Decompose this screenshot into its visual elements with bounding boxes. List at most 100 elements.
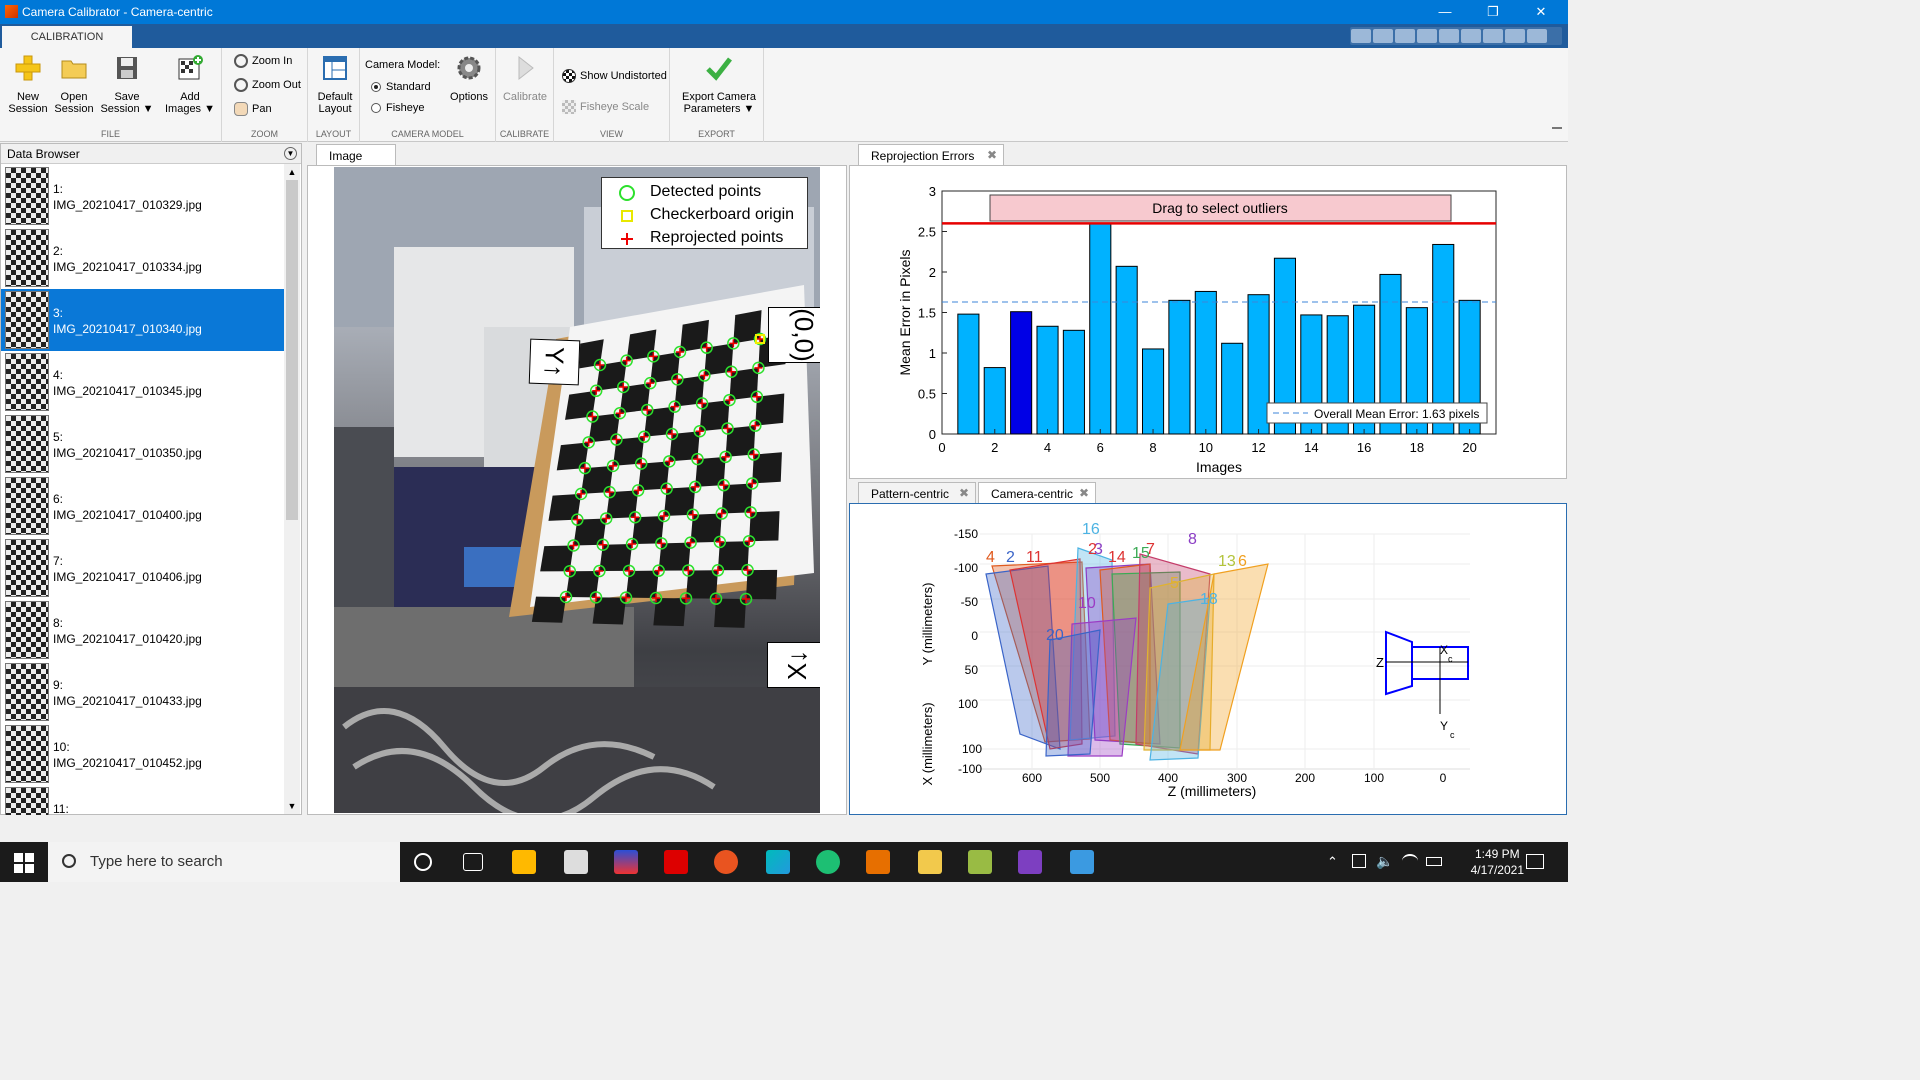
visual-studio-icon[interactable] xyxy=(1018,850,1042,874)
tab-reprojection-errors[interactable]: Reprojection Errors ✖ xyxy=(858,144,1004,166)
default-layout-button[interactable]: Default Layout xyxy=(310,54,360,115)
switch-windows-icon[interactable] xyxy=(1483,29,1503,43)
tab-pattern-centric[interactable]: Pattern-centric ✖ xyxy=(858,482,976,504)
calibrate-button[interactable]: Calibrate xyxy=(500,54,550,103)
notifications-icon[interactable] xyxy=(1526,854,1544,869)
open-session-button[interactable]: Open Session xyxy=(49,54,99,115)
checkerboard-plane[interactable] xyxy=(985,565,1061,750)
list-item[interactable]: 3: IMG_20210417_010340.jpg xyxy=(1,289,285,351)
list-item[interactable]: 4: IMG_20210417_010345.jpg xyxy=(1,351,285,413)
tab-image[interactable]: Image xyxy=(316,144,396,166)
checkerboard-plane[interactable] xyxy=(1067,617,1137,757)
save-session-button[interactable]: Save Session ▼ xyxy=(100,54,154,115)
close-icon[interactable]: ✖ xyxy=(986,148,997,162)
edge-icon[interactable] xyxy=(766,850,790,874)
new-session-button[interactable]: New Session xyxy=(3,54,53,115)
photos-icon[interactable] xyxy=(1070,850,1094,874)
list-item[interactable]: 2: IMG_20210417_010334.jpg xyxy=(1,227,285,289)
fisheye-scale-button[interactable]: Fisheye Scale xyxy=(562,97,649,117)
scroll-up-icon[interactable]: ▲ xyxy=(287,167,297,177)
standard-radio[interactable]: Standard xyxy=(371,77,431,97)
error-bar[interactable] xyxy=(1115,265,1138,435)
collapse-ribbon-icon[interactable] xyxy=(1552,127,1562,135)
acrobat-icon[interactable] xyxy=(664,850,688,874)
redo-icon[interactable] xyxy=(1461,29,1481,43)
tray-chevron-icon[interactable]: ⌃ xyxy=(1327,854,1338,869)
checkerboard-plane[interactable] xyxy=(1149,597,1211,761)
git-icon[interactable] xyxy=(968,850,992,874)
chevron-down-icon[interactable] xyxy=(1527,29,1547,43)
checkerboard-plane[interactable] xyxy=(1085,563,1161,745)
list-item[interactable]: 10: IMG_20210417_010452.jpg xyxy=(1,723,285,785)
store-icon[interactable] xyxy=(512,850,536,874)
error-bar[interactable] xyxy=(983,367,1006,435)
error-bar[interactable] xyxy=(1036,325,1059,435)
list-item[interactable]: 6: IMG_20210417_010400.jpg xyxy=(1,475,285,537)
close-icon[interactable]: ✖ xyxy=(958,486,969,500)
list-item[interactable]: 7: IMG_20210417_010406.jpg xyxy=(1,537,285,599)
error-bar[interactable] xyxy=(1247,294,1270,435)
list-item[interactable]: 1: IMG_20210417_010329.jpg xyxy=(1,165,285,227)
list-item[interactable]: 5: IMG_20210417_010350.jpg xyxy=(1,413,285,475)
reprojection-bar-chart[interactable]: Drag to select outliers Overall Mean Erro… xyxy=(850,166,1566,478)
add-images-button[interactable]: Add Images ▼ xyxy=(162,54,218,115)
scroll-thumb[interactable] xyxy=(286,180,298,520)
error-bar[interactable] xyxy=(957,313,980,435)
maximize-button[interactable]: ❐ xyxy=(1487,4,1499,19)
show-undistorted-button[interactable]: Show Undistorted xyxy=(562,66,667,86)
minimize-button[interactable]: — xyxy=(1438,4,1452,19)
save-icon[interactable] xyxy=(1351,29,1371,43)
fisheye-radio[interactable]: Fisheye xyxy=(371,98,425,118)
error-bar[interactable] xyxy=(1062,329,1085,435)
file-explorer-icon[interactable] xyxy=(918,850,942,874)
error-bar[interactable] xyxy=(1379,273,1402,435)
zoom-in-button[interactable]: Zoom In xyxy=(234,51,292,71)
copy-icon[interactable] xyxy=(1395,29,1415,43)
checkerboard-plane[interactable] xyxy=(1179,563,1269,751)
cortana-icon[interactable] xyxy=(414,853,432,871)
help-icon[interactable] xyxy=(1505,29,1525,43)
error-bar[interactable] xyxy=(1089,222,1112,435)
tab-calibration[interactable]: CALIBRATION xyxy=(2,26,132,48)
error-bar[interactable] xyxy=(1010,311,1033,435)
calculator-icon[interactable] xyxy=(564,850,588,874)
drag-outliers-box[interactable] xyxy=(989,194,1452,222)
list-item[interactable]: 9: IMG_20210417_010433.jpg xyxy=(1,661,285,723)
atom-icon[interactable] xyxy=(816,850,840,874)
app-icon[interactable] xyxy=(614,850,638,874)
task-view-icon[interactable] xyxy=(463,853,483,871)
volume-icon[interactable]: 🔈 xyxy=(1376,853,1394,869)
error-bar[interactable] xyxy=(1141,348,1165,435)
matlab-icon[interactable] xyxy=(866,850,890,874)
image-list-scrollbar[interactable]: ▲ ▼ xyxy=(284,164,300,814)
checkerboard-plane[interactable] xyxy=(1009,558,1083,750)
checkerboard-plane[interactable] xyxy=(1045,629,1101,757)
checkerboard-plane[interactable] xyxy=(1069,547,1116,741)
error-bar[interactable] xyxy=(1194,290,1217,435)
meet-now-icon[interactable] xyxy=(1352,854,1366,868)
cut-icon[interactable] xyxy=(1373,29,1393,43)
battery-icon[interactable] xyxy=(1426,857,1442,866)
undo-icon[interactable] xyxy=(1439,29,1459,43)
export-camera-parameters-button[interactable]: Export Camera Parameters ▼ xyxy=(678,54,760,115)
error-bar[interactable] xyxy=(1432,243,1455,435)
system-clock[interactable]: 1:49 PM 4/17/2021 xyxy=(1471,846,1524,878)
windows-start-icon[interactable] xyxy=(14,853,34,873)
error-bar[interactable] xyxy=(1273,257,1297,435)
close-button[interactable]: ✕ xyxy=(1535,4,1547,19)
close-icon[interactable]: ✖ xyxy=(1078,486,1089,500)
scroll-down-icon[interactable]: ▼ xyxy=(287,801,297,811)
ubuntu-icon[interactable] xyxy=(714,850,738,874)
options-button[interactable]: Options xyxy=(444,54,494,103)
error-bar[interactable] xyxy=(1168,299,1191,435)
zoom-out-button[interactable]: Zoom Out xyxy=(234,75,301,95)
paste-icon[interactable] xyxy=(1417,29,1437,43)
chevron-down-icon[interactable]: ▼ xyxy=(284,147,297,160)
pan-button[interactable]: Pan xyxy=(234,99,272,119)
list-item[interactable]: 8: IMG_20210417_010420.jpg xyxy=(1,599,285,661)
taskbar-search-box[interactable]: Type here to search xyxy=(48,842,400,882)
calibration-image[interactable]: Y↑ (0,0) X↓ xyxy=(334,167,820,813)
error-bar[interactable] xyxy=(1221,342,1244,435)
tab-camera-centric[interactable]: Camera-centric ✖ xyxy=(978,482,1096,504)
